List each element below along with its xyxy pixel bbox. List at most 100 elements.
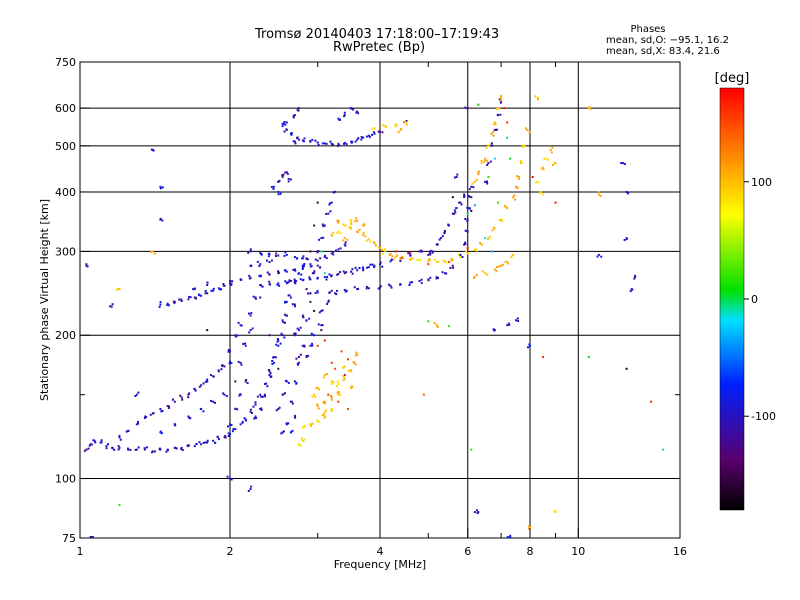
data-point [152, 149, 155, 152]
data-point [342, 375, 345, 378]
data-point [335, 293, 338, 296]
data-point [515, 186, 518, 189]
data-point [301, 268, 304, 270]
data-point [301, 439, 304, 442]
data-point [411, 257, 414, 260]
data-point [236, 408, 239, 411]
data-point [337, 117, 340, 120]
data-point [487, 176, 490, 178]
data-point [362, 269, 365, 272]
data-point [188, 416, 190, 419]
data-point [343, 142, 345, 145]
data-point [342, 270, 345, 273]
data-point [303, 263, 306, 265]
data-point [337, 248, 340, 251]
data-point [240, 278, 243, 281]
y-tick-label: 75 [62, 532, 76, 545]
data-point [286, 172, 289, 175]
data-point [187, 393, 190, 396]
data-point [459, 201, 462, 204]
data-point [362, 267, 365, 270]
data-point [344, 224, 347, 227]
data-point [232, 428, 235, 431]
data-point [277, 180, 280, 183]
data-point [634, 276, 637, 279]
data-point [328, 273, 331, 276]
data-point [521, 144, 524, 147]
data-point [227, 435, 230, 437]
data-point [373, 127, 376, 130]
data-point [404, 120, 406, 123]
data-point [251, 327, 254, 330]
data-point [350, 141, 353, 144]
data-point [110, 305, 113, 308]
data-point [100, 441, 103, 444]
data-point [535, 181, 537, 184]
data-point [338, 391, 341, 394]
data-point [317, 143, 320, 146]
chart-title: Tromsø 20140403 17:18:00–17:19:43 [255, 27, 500, 42]
data-point [293, 278, 296, 281]
data-point [127, 430, 130, 433]
data-point [328, 203, 331, 206]
data-point [179, 394, 182, 397]
data-point [309, 140, 312, 142]
data-point [150, 148, 153, 151]
colorbar-label: [deg] [715, 71, 750, 86]
data-point [305, 355, 308, 357]
data-point [623, 239, 626, 241]
data-point [284, 280, 287, 283]
data-point [473, 511, 476, 514]
data-point [285, 171, 288, 174]
data-point [267, 369, 270, 371]
data-point [290, 400, 293, 403]
data-point [316, 201, 319, 204]
data-point [268, 273, 271, 276]
data-point [287, 281, 290, 284]
data-point [320, 250, 323, 253]
data-point [382, 124, 385, 127]
data-point [459, 256, 462, 259]
data-point [111, 303, 114, 306]
data-point [249, 250, 252, 253]
data-point [491, 229, 494, 232]
data-point [473, 248, 476, 251]
data-point [222, 392, 225, 395]
data-point [391, 258, 394, 261]
data-point [470, 185, 473, 188]
data-point [307, 354, 310, 357]
data-point [313, 393, 316, 396]
data-point [250, 264, 253, 267]
data-point [394, 123, 397, 126]
data-point [452, 266, 455, 269]
data-point [320, 309, 323, 312]
data-point [481, 270, 484, 273]
data-point [282, 430, 285, 433]
data-point [289, 296, 292, 299]
data-point [237, 360, 240, 363]
data-point [291, 402, 294, 405]
data-point [362, 231, 365, 234]
data-point [118, 434, 121, 437]
data-point [321, 309, 324, 312]
data-point [485, 147, 488, 150]
data-point [206, 281, 209, 284]
data-point [279, 342, 282, 345]
data-point [325, 278, 328, 281]
data-point [436, 325, 439, 328]
data-point [524, 127, 527, 130]
data-point [429, 249, 432, 252]
data-point [323, 402, 326, 405]
data-point [281, 319, 284, 322]
data-point [453, 209, 456, 212]
data-point [281, 122, 284, 125]
x-axis-label: Frequency [MHz] [334, 558, 426, 571]
data-point [193, 387, 196, 390]
data-point [330, 396, 333, 399]
data-point [295, 357, 298, 360]
data-point [363, 224, 366, 227]
data-point [180, 396, 183, 399]
data-point [240, 363, 243, 366]
data-point [528, 130, 531, 133]
data-point [137, 420, 139, 423]
